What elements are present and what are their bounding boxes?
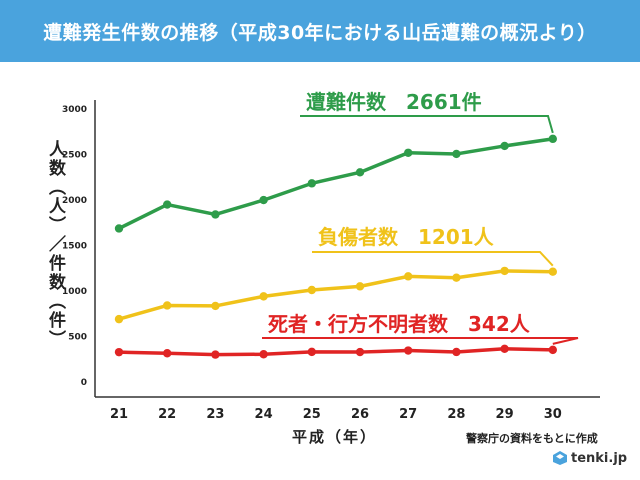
- callout-leader-line: [262, 337, 579, 345]
- data-point: [500, 266, 509, 276]
- data-point: [452, 273, 461, 282]
- y-tick-label: 3000: [62, 105, 87, 115]
- data-point: [211, 350, 220, 359]
- data-point: [163, 301, 172, 310]
- x-tick-label: 27: [399, 407, 417, 422]
- chart-title: 遭難発生件数の推移（平成30年における山岳遭難の概況より）: [43, 21, 597, 44]
- series-callout-2: 負傷者数 1201人: [318, 225, 495, 249]
- y-axis-label: 人数（人）／件数（件）: [45, 140, 65, 349]
- source-note: 警察庁の資料をもとに作成: [466, 432, 598, 445]
- x-tick-label: 28: [447, 407, 465, 422]
- data-point: [163, 349, 172, 358]
- data-point: [355, 282, 365, 291]
- x-tick-label: 22: [158, 407, 176, 422]
- data-point: [114, 314, 124, 324]
- data-point: [211, 210, 220, 219]
- data-point: [307, 285, 316, 295]
- x-tick-label: 23: [206, 407, 224, 422]
- y-tick-label: 2000: [62, 196, 87, 206]
- y-tick-label: 1000: [62, 287, 87, 297]
- series-line-2: [118, 269, 553, 321]
- brand-text: tenki.jp: [571, 450, 628, 466]
- x-tick-label: 24: [255, 407, 273, 422]
- series-line-3: [118, 347, 553, 357]
- data-point: [307, 179, 316, 188]
- data-point: [452, 347, 461, 357]
- data-point: [355, 168, 365, 177]
- data-point: [404, 346, 413, 355]
- data-point: [114, 224, 124, 233]
- data-point: [452, 149, 461, 159]
- data-point: [163, 200, 172, 209]
- data-point: [211, 301, 220, 311]
- y-tick-label: 2500: [62, 151, 87, 161]
- x-tick-label: 26: [351, 407, 369, 422]
- data-point: [259, 350, 268, 359]
- data-point: [259, 292, 268, 301]
- chart-panel: [12, 62, 628, 472]
- series-line-1: [118, 137, 554, 231]
- y-tick-label: 0: [81, 378, 87, 388]
- series-callout-1: 遭難件数 2661件: [306, 90, 482, 114]
- x-tick-label: 25: [303, 407, 321, 422]
- x-axis-label: 平成（年）: [292, 428, 378, 446]
- x-tick-label: 29: [496, 407, 514, 422]
- callout-leader-line: [300, 115, 554, 134]
- x-tick-label: 21: [110, 407, 128, 422]
- data-point: [500, 344, 509, 353]
- series-callout-3: 死者・行方不明者数 342人: [268, 312, 531, 336]
- data-point: [355, 347, 365, 357]
- data-point: [548, 267, 557, 276]
- data-point: [500, 141, 509, 151]
- callout-leader-line: [312, 251, 554, 267]
- data-point: [404, 148, 413, 157]
- brand-logo: tenki.jp: [552, 450, 627, 466]
- title-bar: 遭難発生件数の推移（平成30年における山岳遭難の概況より）: [0, 0, 640, 62]
- data-point: [548, 134, 557, 144]
- data-point: [307, 347, 316, 357]
- y-tick-label: 500: [68, 333, 87, 343]
- data-point: [404, 272, 413, 281]
- x-tick-label: 30: [544, 407, 562, 422]
- y-tick-label: 1500: [62, 242, 87, 252]
- data-point: [114, 347, 124, 357]
- tenki-logo-icon: [553, 451, 567, 465]
- data-point: [548, 345, 557, 355]
- data-point: [259, 195, 268, 205]
